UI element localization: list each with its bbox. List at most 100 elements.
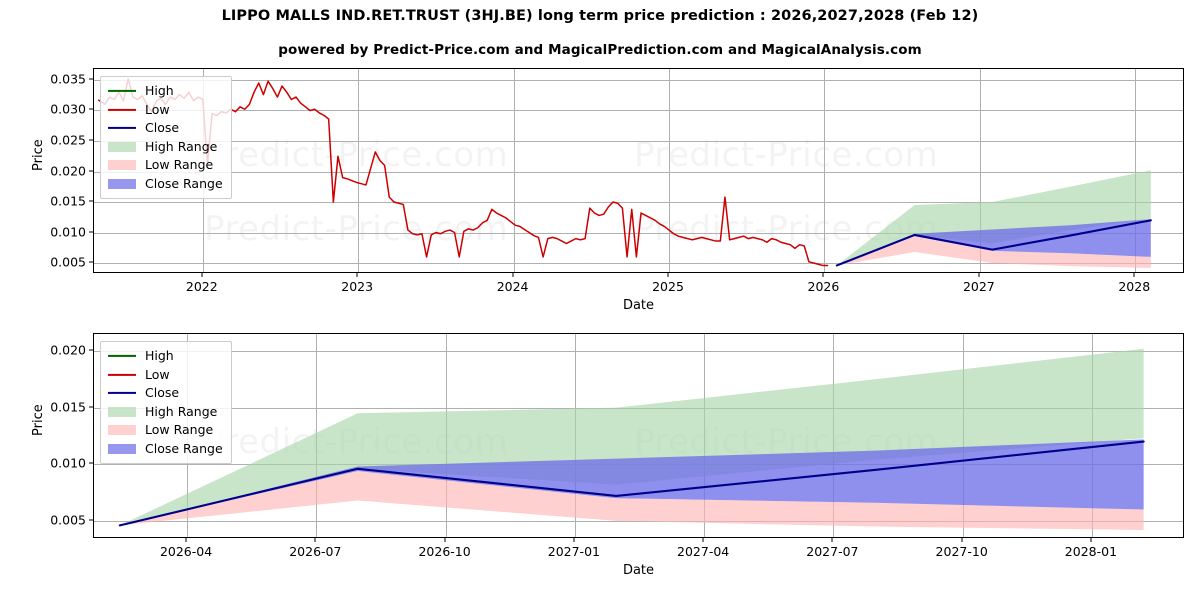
forecast-legend-swatch-high-icon [107,349,137,363]
overview-ytick-label: 0.010 [50,224,86,239]
forecast-ytick-label: 0.010 [50,455,86,471]
forecast-plot-area: Predict-Price.comPredict-Price.com [93,333,1184,538]
overview-gridline-vertical [513,69,515,272]
overview-ytick-label: 0.025 [50,132,86,148]
forecast-ytick-mark [89,462,93,464]
forecast-xtick-mark [702,538,704,542]
overview-legend-swatch-high-icon [107,84,137,98]
overview-ytick-label: 0.015 [50,193,86,209]
overview-xtick-mark [822,273,824,277]
forecast-legend-item-high: High [107,347,223,366]
forecast-legend: High Low Close High Range Low Range Close Ran… [100,341,232,464]
overview-ytick-mark [89,170,93,171]
overview-xtick-label: 2025 [652,279,684,294]
overview-gridline-horizontal [94,79,1183,81]
forecast-ytick-label: 0.005 [50,512,86,528]
overview-gridline-vertical [1135,69,1137,272]
forecast-xtick-label: 2026-07 [289,544,342,559]
overview-xaxis-label: Date [622,298,655,313]
forecast-legend-swatch-low-range-icon [107,423,137,437]
forecast-legend-label: Close [145,385,180,400]
overview-gridline-vertical [824,69,826,272]
overview-ytick-label: 0.020 [50,163,86,178]
forecast-ytick-label: 0.015 [50,399,86,415]
forecast-xtick-label: 2026-04 [159,544,213,559]
overview-legend-swatch-close-icon [107,121,137,135]
forecast-legend-item-high-range: High Range [107,403,223,422]
forecast-legend-item-low: Low [107,366,223,385]
forecast-legend-label: Close Range [145,440,223,456]
forecast-band-low-range [119,471,1144,530]
overview-xtick-label: 2028 [1118,279,1151,294]
overview-line-close [835,219,1152,267]
forecast-ytick-mark [89,349,93,351]
overview-xtick-label: 2022 [185,279,218,294]
overview-legend-label: Low [145,101,170,117]
overview-plot-area: Predict-Price.comPredict-Price.comPredic… [93,68,1184,273]
forecast-band-close-range [119,439,1144,526]
overview-gridline-vertical [669,69,671,272]
overview-ytick-mark [89,108,93,110]
overview-legend-swatch-close-range-icon [107,177,137,191]
forecast-ytick-mark [89,406,93,408]
overview-xtick-label: 2023 [341,279,374,294]
forecast-legend-item-close: Close [107,384,223,403]
forecast-xtick-mark [444,538,446,542]
forecast-legend-label: Low Range [145,422,214,437]
forecast-xtick-mark [1090,538,1092,542]
overview-legend-label: Close Range [145,175,223,191]
overview-legend-item-close: Close [107,119,223,138]
overview-ytick-label: 0.030 [50,101,86,117]
forecast-xtick-label: 2027-10 [935,544,988,559]
overview-legend-item-low: Low [107,101,223,120]
overview-ytick-mark [89,261,93,263]
forecast-legend-swatch-close-icon [107,386,137,400]
overview-gridline-horizontal [94,202,1183,203]
overview-legend-item-high: High [107,82,223,101]
forecast-xtick-mark [961,538,963,542]
forecast-gridline-horizontal [94,350,1183,352]
overview-ytick-mark [89,231,93,232]
overview-xtick-mark [978,273,980,277]
overview-band-high-range [836,170,1151,266]
overview-xtick-mark [1133,273,1135,277]
forecast-xtick-label: 2027-07 [806,544,859,559]
overview-gridline-horizontal [94,263,1183,265]
forecast-band-high-range [119,348,1144,526]
forecast-legend-label: High Range [145,403,218,419]
overview-xtick-label: 2024 [496,279,529,294]
overview-ytick-label: 0.035 [50,71,86,87]
forecast-ytick-mark [89,519,93,521]
overview-gridline-horizontal [94,140,1183,142]
overview-legend-swatch-low-range-icon [107,158,137,172]
overview-ytick-label: 0.005 [50,254,86,270]
forecast-xtick-mark [185,538,187,542]
overview-chart-panel: Predict-Price.comPredict-Price.comPredic… [31,68,1184,313]
overview-yaxis-label: Price [31,138,46,171]
forecast-yaxis-label: Price [31,403,46,436]
forecast-series-layer [118,348,1145,530]
overview-legend-label: High Range [145,138,218,154]
page-subtitle: powered by Predict-Price.com and Magical… [278,42,922,58]
forecast-xtick-label: 2026-10 [418,544,471,559]
overview-legend-swatch-low-icon [107,103,137,117]
overview-ytick-mark [89,139,93,141]
forecast-chart-panel: Predict-Price.comPredict-Price.com 0.005… [31,333,1184,578]
overview-legend-item-high-range: High Range [107,138,223,157]
overview-legend-label: Low Range [145,157,214,172]
forecast-line-close [118,440,1145,527]
overview-legend-label: High [145,83,174,98]
forecast-legend-item-low-range: Low Range [107,421,223,440]
overview-xtick-mark [512,273,514,277]
forecast-legend-swatch-low-icon [107,368,137,382]
forecast-xtick-label: 2028-01 [1064,544,1118,559]
forecast-xtick-mark [831,538,833,542]
overview-series-layer [97,78,1152,268]
forecast-legend-swatch-close-range-icon [107,442,137,456]
forecast-gridline-horizontal [94,520,1183,522]
overview-gridline-vertical [979,69,981,272]
overview-legend-item-low-range: Low Range [107,156,223,175]
overview-ytick-mark [89,78,93,80]
forecast-ytick-label: 0.020 [50,342,86,358]
